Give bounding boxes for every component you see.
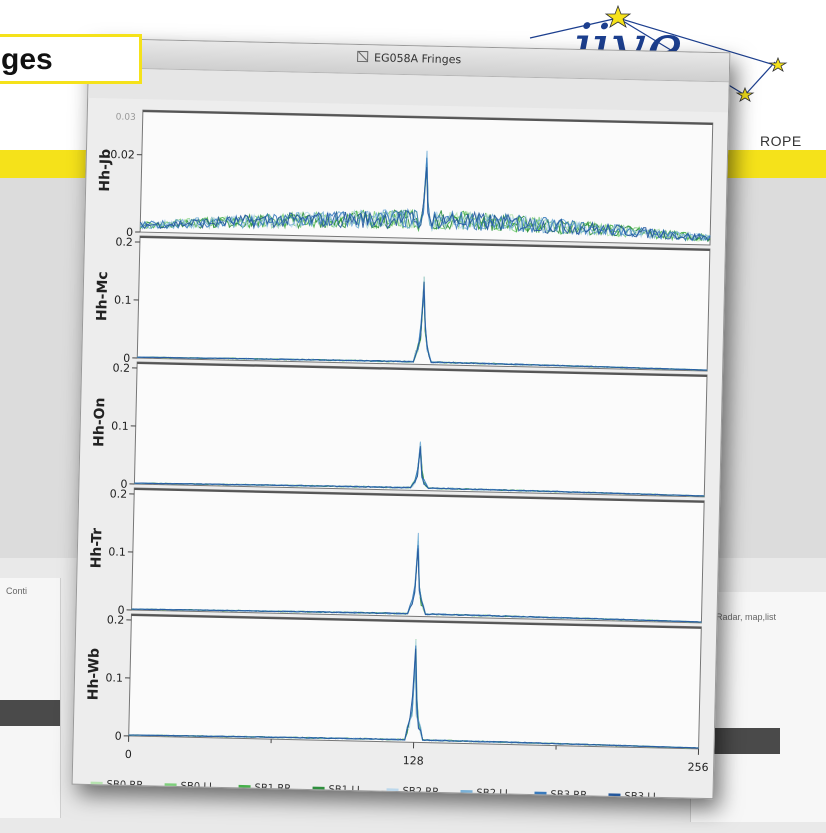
background-right-title: Radar, map,list [716,612,777,622]
panel-top-border [134,487,705,503]
y-tick-label: 0 [120,478,127,491]
series-line [137,281,708,371]
slide-title: ges [1,43,53,76]
y-tick-label: 0.03 [116,112,136,122]
y-axis-label: Hh-Wb [85,648,102,701]
star-icon [604,4,632,28]
y-tick-label: 0.1 [105,671,123,684]
y-axis-label: Hh-Jb [97,149,114,192]
x-tick-label: 0 [125,748,132,761]
panel-top-border [137,362,708,377]
y-tick-label: 0.1 [114,293,132,306]
x-tick-label: 256 [687,761,708,774]
y-tick-label: 0.1 [108,545,126,558]
series-line [134,446,705,497]
y-tick-label: 0.02 [110,148,135,162]
fringe-plot: 00.020.03Hh-Jb00.10.2Hh-Mc00.10.2Hh-On00… [85,109,714,799]
fringes-window[interactable]: EG058A Fringes 0 0.02 0.03 Hh-Jb 0 0.1 0.2 Hh-M… [71,37,731,800]
y-tick-label: 0 [115,730,122,743]
legend-label: SB3 LL [624,791,659,798]
y-tick-label: 0.1 [111,419,129,432]
logo-line [529,17,619,39]
y-tick-label: 0.2 [110,487,128,500]
logo-line [617,17,779,67]
legend-label: SB3 RR [550,790,587,799]
series-line [139,167,711,241]
series-line [128,648,699,749]
y-tick-label: 0 [123,352,130,365]
y-tick-label: 0 [117,604,124,617]
legend-label: SB2 LL [476,788,511,798]
logo-line [744,61,776,96]
plot-panel [128,613,702,750]
star-icon [768,56,788,72]
y-tick-label: 0 [126,226,133,239]
star-icon [735,86,755,102]
plot-panel [136,235,711,372]
panel-top-border [131,613,702,629]
panel-top-border [139,236,710,251]
background-left-window [0,578,61,818]
panel-top-border [142,110,713,126]
background-left-bar [0,700,60,726]
plot-panel [133,361,708,498]
series-line [139,150,711,242]
y-axis-label: Hh-On [91,397,108,447]
window-title-text: EG058A Fringes [373,51,462,67]
slide-title-box: ges [0,34,142,84]
series-line [131,548,702,623]
logo-subtitle: ROPE [760,133,802,149]
x-tick-label: 128 [403,754,424,767]
y-tick-label: 0.2 [107,613,125,626]
background-left-title: Conti [6,586,28,596]
y-axis-label: Hh-Tr [88,528,105,569]
y-tick-label: 0.2 [112,361,130,374]
y-tick-label: 0.2 [115,235,133,248]
window-close-icon[interactable] [357,50,369,63]
y-axis-label: Hh-Mc [94,271,111,321]
